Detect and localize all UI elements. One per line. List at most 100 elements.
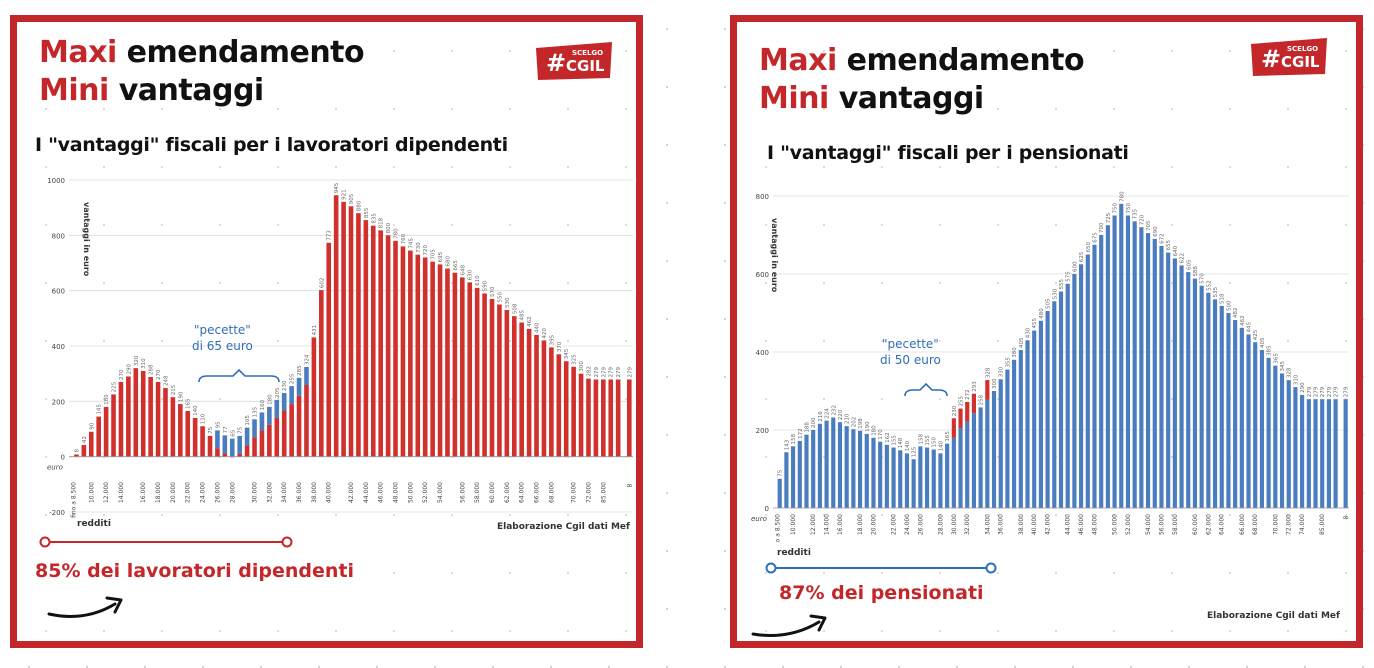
cgil-logo: # SCELGO CGIL — [1247, 36, 1331, 78]
bar-patch — [259, 412, 265, 431]
bar-value-label: 279 — [609, 366, 615, 377]
bar-value-label: 270 — [156, 369, 162, 380]
bar — [1172, 258, 1177, 508]
bar — [1058, 291, 1064, 508]
headline-emendamento: emendamento — [116, 35, 365, 70]
bar — [1293, 387, 1298, 508]
bar-chart-lavoratori: -20002004006008001000euro842901451802252… — [47, 177, 633, 518]
x-tick-label: 38.000 — [1018, 514, 1025, 535]
bar — [200, 426, 205, 457]
bar-value-label: 380 — [1012, 347, 1018, 358]
footnote: Elaborazione Cgil dati Mef — [497, 522, 630, 532]
x-tick-label: 36.000 — [296, 482, 303, 503]
bar — [1179, 265, 1184, 508]
x-tick-label: 60.000 — [1192, 514, 1199, 535]
bar-patch — [958, 408, 963, 429]
bar — [824, 420, 829, 508]
x-tick-label: 46.000 — [378, 482, 385, 503]
headline: Maxi emendamento Mini vantaggi — [39, 34, 365, 110]
bar — [222, 453, 228, 457]
bar-value-label: 140 — [938, 440, 944, 451]
bar-patch — [215, 430, 220, 449]
bar-value-label: 735 — [1133, 208, 1139, 219]
x-tick-label: 22.000 — [891, 514, 898, 535]
bar-value-label: 552 — [1206, 280, 1212, 291]
bar-value-label: 921 — [342, 189, 348, 200]
x-tick-label: 64.000 — [519, 482, 526, 503]
x-tick-label: 18.000 — [857, 514, 864, 535]
bar — [430, 261, 435, 457]
bar — [1279, 373, 1285, 508]
bar — [1186, 272, 1191, 508]
x-tick-label: 34.000 — [281, 482, 288, 503]
bar — [1012, 359, 1017, 508]
bar-value-label: 610 — [475, 275, 481, 286]
bar — [601, 379, 606, 457]
bar — [1343, 399, 1348, 508]
bar — [126, 376, 131, 457]
bar — [1099, 235, 1104, 508]
x-tick-label: 18.000 — [155, 482, 162, 503]
bar — [489, 298, 495, 457]
stat-percentage: 85% dei lavoratori dipendenti — [35, 560, 355, 582]
x-tick-label: 12.000 — [810, 514, 817, 535]
bar-value-label: 155 — [892, 435, 898, 446]
bar-patch — [281, 393, 287, 412]
bar-value-label: 725 — [1106, 212, 1112, 223]
bar — [1105, 225, 1110, 508]
bar-value-label: 310 — [141, 358, 147, 369]
bar — [1072, 274, 1077, 508]
x-axis-label: redditi — [77, 519, 111, 529]
logo-text: CGIL — [566, 57, 605, 75]
y-tick-label: 400 — [756, 349, 769, 357]
bar-value-label: 705 — [1146, 220, 1152, 231]
x-tick-label: fino a 8.500 — [774, 514, 781, 542]
x-tick-label: 62.000 — [1205, 514, 1212, 535]
cgil-logo-graphic: # SCELGO CGIL — [536, 42, 612, 80]
bar-value-label: 324 — [304, 354, 310, 365]
bar-value-label: 345 — [1280, 360, 1286, 371]
bar — [385, 235, 391, 457]
x-tick-label: 56.000 — [459, 482, 466, 503]
bar-value-label: 328 — [985, 367, 991, 378]
x-tick-label: 52.000 — [422, 482, 429, 503]
bar-patch — [985, 380, 990, 400]
bar-value-label: 300 — [579, 361, 585, 372]
bar-value-label: 835 — [371, 213, 377, 224]
bar-value-label: 155 — [925, 435, 931, 446]
headline-mini: Mini — [759, 81, 829, 116]
bar-value-label: 216 — [818, 411, 824, 422]
bar — [851, 429, 856, 508]
bar-value-label: 690 — [1153, 226, 1159, 237]
x-tick-label: 28.000 — [229, 482, 236, 503]
bar-value-label: 202 — [851, 417, 857, 428]
bar-value-label: 535 — [1213, 286, 1219, 297]
bar — [1166, 252, 1171, 508]
bar — [864, 433, 869, 508]
x-tick-label: 16.000 — [837, 514, 844, 535]
panel-pensionati: Maxi emendamento Mini vantaggi # SCELGO … — [730, 15, 1363, 648]
bar — [192, 417, 198, 457]
bar — [363, 220, 369, 457]
headline-maxi: Maxi — [759, 43, 837, 78]
bar-value-label: 420 — [542, 327, 548, 338]
bar — [593, 379, 599, 457]
brace-icon — [904, 382, 948, 397]
bar-value-label: 42 — [82, 436, 88, 443]
bar-value-label: 288 — [149, 364, 155, 375]
bar-value-label: 622 — [1180, 253, 1186, 263]
x-tick-label: 68.000 — [548, 482, 555, 503]
bar — [370, 225, 376, 457]
y-tick-label: -200 — [49, 509, 65, 517]
bar — [437, 264, 443, 457]
x-tick-label: 42.000 — [348, 482, 355, 503]
bar-value-label: 462 — [1240, 315, 1246, 326]
bar — [1320, 399, 1325, 508]
bar-value-label: 650 — [1086, 242, 1092, 253]
bar-value-label: 90 — [89, 422, 95, 429]
bar — [467, 282, 473, 457]
bar — [918, 446, 923, 508]
bar — [474, 287, 480, 457]
bar-value-label: 745 — [408, 238, 414, 249]
bar — [445, 268, 450, 457]
